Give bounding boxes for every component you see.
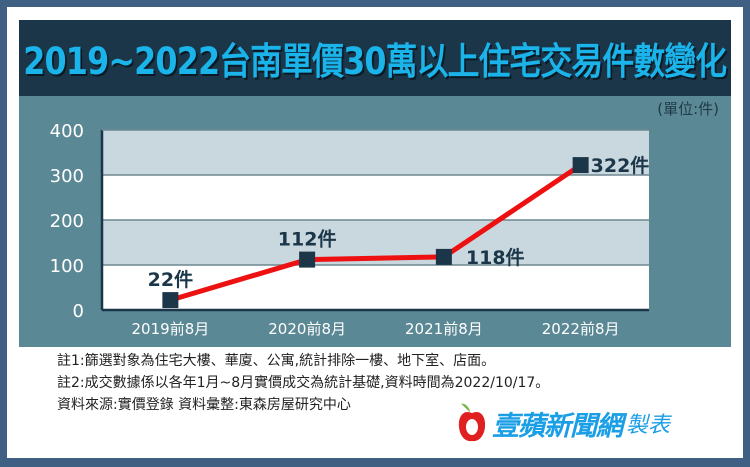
grid-band xyxy=(102,265,649,310)
grid-band xyxy=(102,130,649,175)
title-bar: 2019~2022台南單價30萬以上住宅交易件數變化 xyxy=(19,20,731,96)
chart-panel: (單位:件) 0 100 200 300 400 2019前8月 2020前8月 2021前8… xyxy=(19,96,731,347)
data-marker xyxy=(162,292,179,309)
footnotes: 註1:篩選對象為住宅大樓、華廈、公寓,統計排除一樓、地下室、店面。 註2:成交數… xyxy=(57,350,549,416)
note-1: 註1:篩選對象為住宅大樓、華廈、公寓,統計排除一樓、地下室、店面。 xyxy=(57,353,496,369)
apple-icon xyxy=(458,403,486,443)
data-source: 資料來源:實價登錄 資料彙整:東森房屋研究中心 xyxy=(57,397,351,413)
y-tick-label: 200 xyxy=(50,211,84,232)
grid-band xyxy=(102,175,649,220)
y-tick-label: 300 xyxy=(50,166,84,187)
chart-title: 2019~2022台南單價30萬以上住宅交易件數變化 xyxy=(23,40,728,83)
x-tick-label: 2022前8月 xyxy=(542,320,620,338)
data-marker xyxy=(572,157,589,174)
y-tick-label: 400 xyxy=(50,121,84,142)
logo-suffix: 製表 xyxy=(626,413,671,438)
data-marker xyxy=(435,248,452,265)
line-chart: 0 100 200 300 400 2019前8月 2020前8月 2021前8月 2022前8… xyxy=(50,121,650,338)
x-tick-label: 2021前8月 xyxy=(405,320,483,338)
publisher-logo: 壹蘋新聞網 製表 xyxy=(458,403,670,443)
y-tick-label: 100 xyxy=(50,256,84,277)
data-label: 322件 xyxy=(591,154,650,177)
note-2: 註2:成交數據係以各年1月~8月實價成交為統計基礎,資料時間為2022/10/1… xyxy=(57,375,550,391)
unit-label: (單位:件) xyxy=(657,100,719,118)
data-line xyxy=(169,163,583,303)
y-tick-label: 0 xyxy=(73,301,84,322)
data-label: 22件 xyxy=(148,268,193,291)
data-label: 118件 xyxy=(466,246,525,269)
data-label: 112件 xyxy=(278,228,337,251)
data-marker xyxy=(299,251,316,268)
logo-name: 壹蘋新聞網 xyxy=(492,410,623,442)
x-tick-label: 2019前8月 xyxy=(132,320,210,338)
x-tick-label: 2020前8月 xyxy=(268,320,346,338)
